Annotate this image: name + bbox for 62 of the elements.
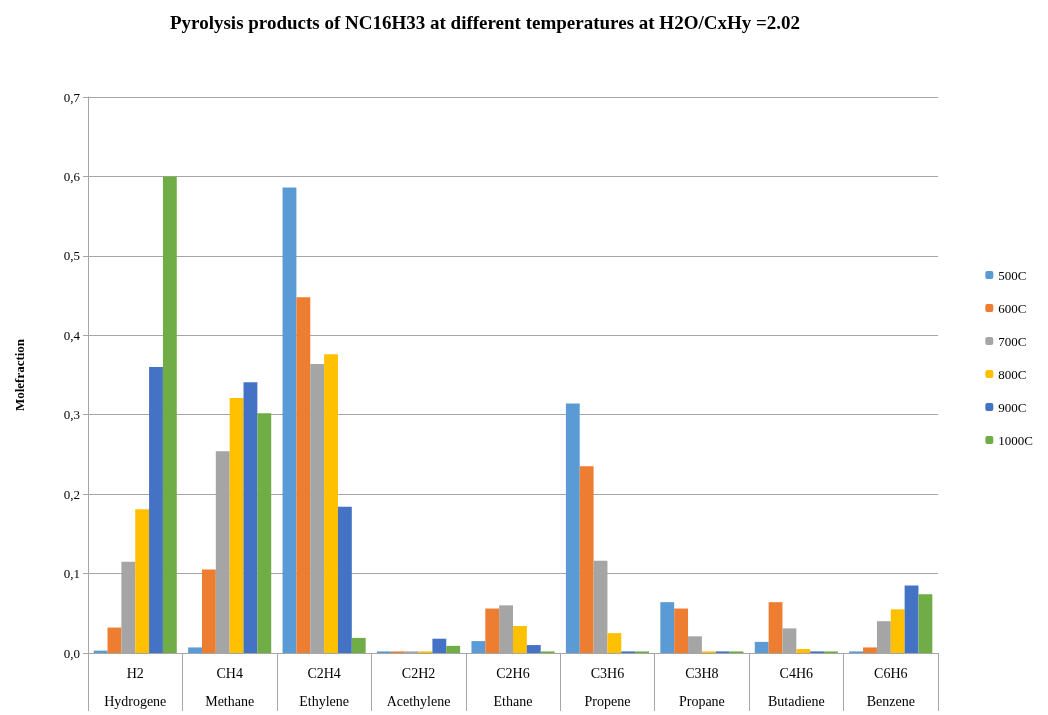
bar — [565, 403, 580, 653]
bar — [432, 638, 447, 653]
bar — [579, 466, 594, 653]
bar — [904, 585, 919, 653]
bar — [754, 641, 769, 653]
bar — [526, 645, 541, 653]
y-tick-label: 0,7 — [63, 89, 81, 105]
bar — [876, 621, 891, 653]
bar — [890, 609, 905, 653]
bar — [513, 625, 527, 653]
bar — [674, 608, 689, 653]
x-tick-label: C2H2 Acethylene — [386, 665, 451, 709]
legend-label: 600C — [998, 300, 1027, 316]
bar — [863, 647, 877, 653]
y-tick-label: 0,4 — [63, 327, 81, 343]
bar — [201, 569, 216, 653]
bar — [485, 608, 500, 653]
legend-label: 1000C — [998, 432, 1033, 448]
bar — [282, 187, 297, 653]
y-tick-label: 0,2 — [63, 486, 80, 502]
bar — [188, 647, 202, 653]
bar — [471, 641, 486, 653]
legend-label: 700C — [998, 333, 1027, 349]
x-tick-label: CH4 Methane — [205, 665, 255, 709]
bar — [660, 602, 675, 653]
bar — [446, 645, 461, 653]
y-tick-label: 0,1 — [63, 566, 80, 582]
bar — [135, 509, 150, 653]
x-tick-label: C6H6 Benzene — [866, 665, 915, 709]
bar — [296, 297, 311, 653]
bar — [351, 637, 366, 653]
bar — [107, 627, 122, 653]
x-tick-label: C4H6 Butadiene — [767, 665, 825, 709]
bar — [337, 506, 352, 653]
y-tick-label: 0,3 — [63, 407, 80, 423]
bar — [607, 633, 622, 653]
y-tick-label: 0,6 — [63, 168, 81, 184]
x-tick-label: C2H6 Ethane — [493, 665, 533, 709]
bar — [324, 354, 338, 653]
bar — [782, 628, 797, 653]
chart-title: Pyrolysis products of NC16H33 at different temperatures at H2O/CxHy =2.02 — [169, 12, 801, 33]
x-tick-label: H2 Hydrogene — [104, 665, 167, 709]
y-axis-title: Molefraction — [12, 338, 27, 412]
bar — [149, 367, 163, 653]
bar — [257, 413, 272, 653]
x-tick-label: C3H8 Propane — [678, 665, 725, 709]
bar — [499, 605, 513, 653]
legend-label: 500C — [998, 267, 1027, 283]
bar — [796, 649, 811, 653]
bar — [229, 398, 244, 653]
y-tick-label: 0,5 — [63, 248, 80, 264]
bar — [768, 602, 783, 653]
bar — [918, 594, 933, 653]
bar — [162, 176, 177, 653]
bar — [688, 636, 702, 653]
bar — [310, 363, 325, 653]
y-tick-label: 0,0 — [63, 645, 80, 661]
x-tick-label: C2H4 Ethylene — [299, 665, 349, 709]
legend-label: 800C — [998, 366, 1027, 382]
bar — [243, 382, 258, 653]
x-tick-label: C3H6 Propene — [584, 665, 631, 709]
legend-label: 900C — [998, 399, 1027, 415]
